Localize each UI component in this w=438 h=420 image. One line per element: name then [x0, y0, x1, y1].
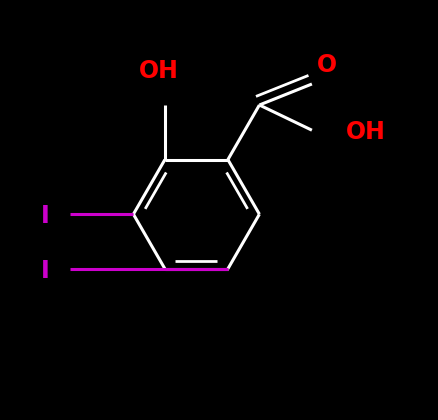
Text: OH: OH	[138, 59, 178, 84]
Text: I: I	[41, 259, 49, 283]
Text: O: O	[316, 53, 336, 77]
Text: OH: OH	[345, 120, 385, 144]
Text: I: I	[41, 204, 49, 228]
